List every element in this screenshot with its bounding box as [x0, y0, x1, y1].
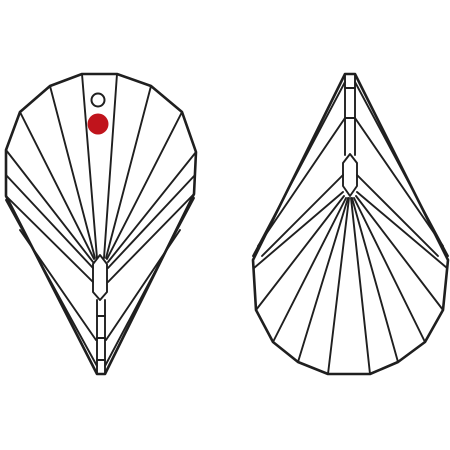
red-marker-dot — [87, 113, 109, 135]
drill-hole-ring — [90, 92, 106, 108]
front-view-facets — [5, 73, 197, 375]
side-view — [251, 72, 450, 376]
side-view-facets — [252, 73, 449, 375]
front-view — [4, 72, 198, 376]
